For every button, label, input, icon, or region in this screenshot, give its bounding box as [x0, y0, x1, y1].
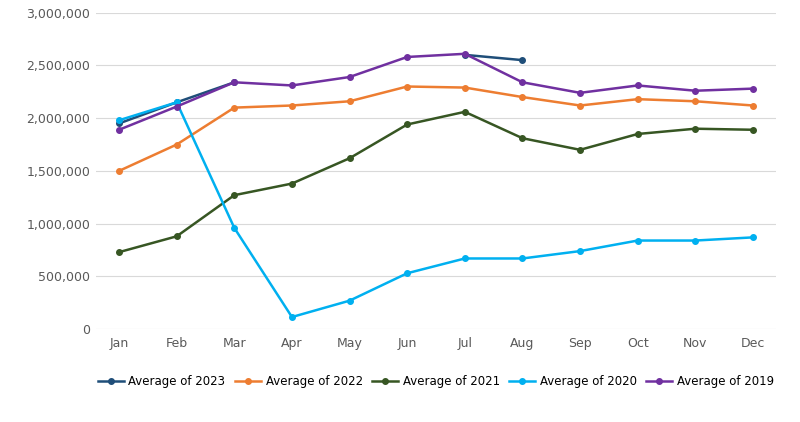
- Average of 2022: [402, 84, 412, 89]
- Average of 2020: [575, 249, 585, 254]
- Average of 2020: [114, 118, 124, 123]
- Average of 2019: [287, 83, 297, 88]
- Line: Average of 2020: Average of 2020: [116, 100, 756, 320]
- Average of 2019: [748, 86, 758, 91]
- Average of 2021: [402, 122, 412, 127]
- Average of 2022: [748, 103, 758, 108]
- Average of 2021: [287, 181, 297, 186]
- Average of 2021: [172, 234, 182, 239]
- Average of 2021: [460, 109, 470, 114]
- Average of 2022: [230, 105, 239, 110]
- Average of 2023: [230, 80, 239, 85]
- Average of 2021: [748, 127, 758, 132]
- Average of 2022: [345, 99, 354, 104]
- Legend: Average of 2023, Average of 2022, Average of 2021, Average of 2020, Average of 2: Average of 2023, Average of 2022, Averag…: [93, 371, 779, 393]
- Average of 2022: [460, 85, 470, 90]
- Average of 2019: [633, 83, 642, 88]
- Average of 2020: [690, 238, 700, 243]
- Average of 2020: [402, 271, 412, 276]
- Average of 2022: [575, 103, 585, 108]
- Average of 2022: [518, 95, 527, 100]
- Line: Average of 2022: Average of 2022: [116, 84, 756, 174]
- Average of 2020: [345, 298, 354, 303]
- Average of 2020: [460, 256, 470, 261]
- Average of 2019: [518, 80, 527, 85]
- Average of 2019: [402, 54, 412, 60]
- Average of 2021: [575, 147, 585, 152]
- Average of 2020: [230, 225, 239, 230]
- Average of 2020: [287, 314, 297, 319]
- Average of 2023: [172, 100, 182, 105]
- Average of 2020: [633, 238, 642, 243]
- Average of 2019: [690, 88, 700, 93]
- Line: Average of 2023: Average of 2023: [116, 79, 237, 126]
- Average of 2021: [345, 156, 354, 161]
- Average of 2019: [345, 74, 354, 79]
- Average of 2020: [748, 235, 758, 240]
- Average of 2019: [575, 90, 585, 95]
- Average of 2021: [690, 126, 700, 131]
- Average of 2022: [690, 99, 700, 104]
- Average of 2022: [172, 142, 182, 147]
- Average of 2020: [172, 100, 182, 105]
- Average of 2022: [114, 168, 124, 173]
- Average of 2021: [633, 132, 642, 137]
- Average of 2019: [172, 104, 182, 109]
- Average of 2021: [518, 135, 527, 141]
- Average of 2020: [518, 256, 527, 261]
- Average of 2021: [114, 249, 124, 254]
- Average of 2019: [114, 127, 124, 132]
- Line: Average of 2019: Average of 2019: [116, 51, 756, 133]
- Line: Average of 2021: Average of 2021: [116, 109, 756, 255]
- Average of 2019: [460, 51, 470, 56]
- Average of 2022: [633, 97, 642, 102]
- Average of 2021: [230, 192, 239, 197]
- Average of 2022: [287, 103, 297, 108]
- Average of 2023: [114, 121, 124, 126]
- Average of 2019: [230, 80, 239, 85]
